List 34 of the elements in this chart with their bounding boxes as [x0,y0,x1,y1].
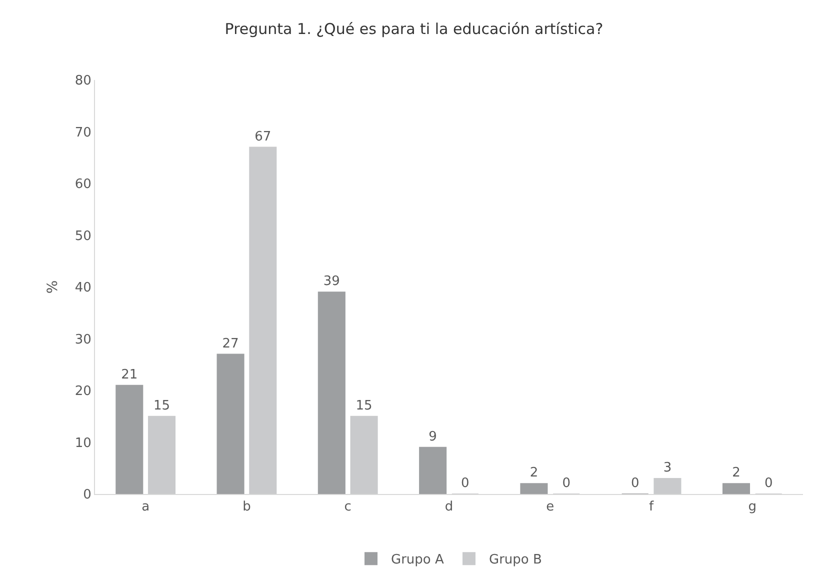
y-tick-label: 50 [74,228,92,244]
data-label: 2 [732,466,740,481]
x-tick-label: d [444,500,454,515]
data-label: 67 [254,129,272,144]
data-label: 0 [764,476,773,491]
x-tick-label: f [649,500,654,515]
data-label: 0 [630,476,640,491]
y-tick-label: 80 [74,74,92,89]
data-label: 3 [663,460,672,476]
y-tick-label: 0 [83,488,92,503]
y-tick-label: 70 [74,125,92,140]
data-label: 2 [530,466,538,481]
x-tick-label: a [142,500,150,515]
data-label: 39 [323,274,340,290]
chart-title: Pregunta 1. ¿Qué es para ti la educación artística? [224,20,604,38]
data-label: 21 [121,367,138,382]
data-label: 27 [222,336,239,352]
y-tick-label: 60 [74,177,92,192]
y-tick-label: 40 [74,280,92,296]
legend-label: Grupo B [488,552,542,568]
x-tick-label: e [546,500,554,515]
x-tick-label: c [344,500,352,515]
y-tick-label: 30 [74,332,92,348]
legend-label: Grupo A [391,552,444,568]
y-tick-label: 10 [74,436,92,451]
data-label: 15 [356,398,372,414]
y-tick-label: 20 [74,384,92,400]
x-tick-label: b [242,500,251,515]
y-axis-title: % [45,280,61,294]
data-label: 9 [428,429,437,444]
data-label: 15 [153,398,170,414]
data-label: 0 [562,476,570,491]
x-tick-label: g [748,500,757,515]
data-label: 0 [461,476,470,491]
